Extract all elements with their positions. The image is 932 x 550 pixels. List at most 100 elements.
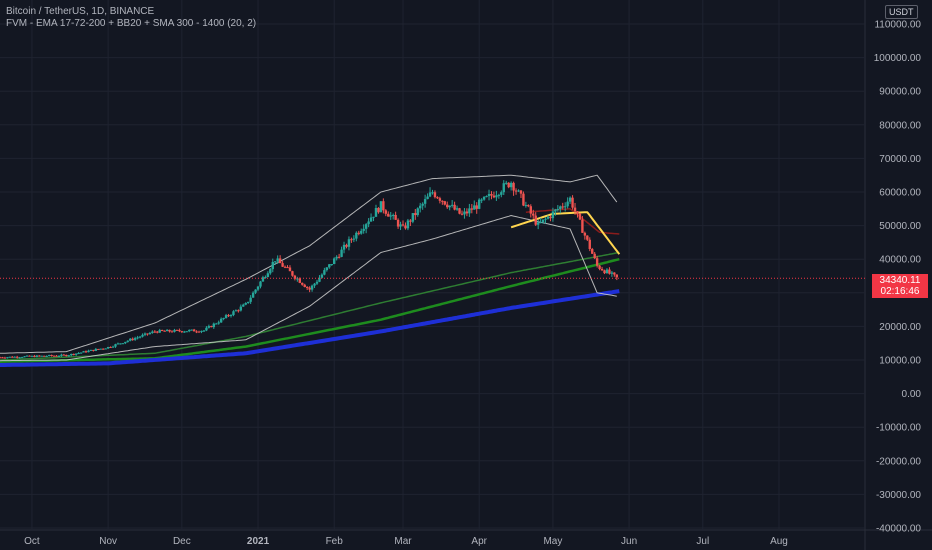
candle-body: [480, 199, 483, 201]
candle-body: [178, 330, 181, 332]
candle-body: [549, 216, 552, 219]
y-tick-label: 110000.00: [874, 20, 921, 31]
candle-body: [301, 282, 304, 285]
candle-body: [399, 224, 402, 227]
candle-body: [455, 208, 459, 210]
candle-body: [315, 281, 319, 284]
candle-body: [239, 306, 243, 311]
candle-body: [583, 232, 587, 236]
candle-body: [207, 326, 211, 328]
candle-body: [278, 258, 282, 264]
candle-body: [350, 239, 353, 241]
candle-body: [438, 198, 442, 201]
candle-body: [116, 343, 120, 345]
candle-body: [40, 355, 43, 357]
candle-body: [431, 192, 434, 194]
candle-body: [269, 269, 272, 274]
sma300-line: [0, 257, 620, 363]
candle-body: [291, 271, 294, 276]
candle-body: [232, 311, 235, 316]
candle-body: [340, 249, 343, 257]
candle-body: [38, 355, 41, 357]
candle-body: [50, 355, 53, 357]
candle-body: [355, 232, 358, 239]
candle-body: [259, 281, 262, 287]
candle-body: [160, 329, 164, 331]
candle-body: [28, 355, 31, 357]
candle-body: [394, 214, 397, 220]
x-tick-label: 2021: [247, 536, 270, 547]
bollinger-upper-line: [0, 174, 618, 354]
candle-body: [345, 244, 348, 247]
last-price-tag: 34340.11 02:16:46: [872, 274, 928, 298]
candle-body: [360, 230, 363, 234]
candle-body: [581, 219, 584, 233]
candle-body: [158, 329, 161, 333]
candle-body: [512, 182, 515, 191]
candle-body: [588, 239, 591, 249]
candle-body: [426, 196, 429, 200]
last-price-value: 34340.11: [879, 275, 921, 286]
candle-body: [389, 215, 392, 217]
candle-body: [215, 323, 218, 325]
candle-body: [554, 209, 557, 212]
candle-body: [419, 205, 422, 209]
candle-body: [497, 194, 501, 196]
candle-body: [180, 331, 184, 333]
candle-body: [421, 203, 424, 206]
candle-body: [507, 182, 510, 188]
candle-body: [416, 208, 419, 216]
candle-body: [534, 215, 537, 225]
candle-body: [102, 348, 105, 350]
candle-body: [591, 248, 594, 254]
candle-body: [212, 323, 215, 328]
bollinger-lower-line: [0, 215, 617, 362]
candle-body: [347, 239, 351, 247]
symbol-title[interactable]: Bitcoin / TetherUS, 1D, BINANCE: [6, 6, 155, 17]
candle-body: [333, 258, 336, 265]
candle-body: [281, 263, 284, 267]
candle-body: [261, 277, 265, 282]
candle-body: [146, 333, 149, 335]
candle-body: [156, 331, 159, 333]
ema200-line: [0, 251, 620, 361]
candle-body: [468, 208, 471, 214]
candle-body: [264, 277, 267, 279]
candle-body: [310, 285, 314, 290]
candle-body: [532, 213, 535, 216]
y-tick-label: 70000.00: [879, 154, 921, 165]
candle-body: [320, 274, 324, 278]
candle-body: [3, 357, 7, 359]
candle-body: [126, 340, 129, 342]
candle-body: [202, 330, 206, 332]
candle-body: [173, 329, 176, 332]
candle-body: [436, 197, 439, 199]
candle-body: [60, 354, 63, 356]
currency-badge[interactable]: USDT: [885, 5, 918, 19]
candle-body: [114, 344, 117, 347]
candle-body: [129, 338, 132, 341]
candle-body: [377, 208, 380, 213]
candle-body: [613, 272, 616, 275]
candle-body: [286, 267, 289, 269]
candle-body: [325, 267, 329, 271]
candle-body: [487, 193, 491, 197]
candle-body: [603, 270, 606, 274]
candle-body: [566, 201, 569, 207]
candle-body: [74, 353, 78, 355]
indicator-title[interactable]: FVM - EMA 17-72-200 + BB20 + SMA 300 - 1…: [6, 18, 257, 29]
candle-body: [514, 190, 518, 192]
candle-body: [168, 329, 171, 332]
candle-body: [576, 211, 579, 214]
y-tick-label: -40000.00: [876, 524, 921, 535]
candle-body: [0, 357, 2, 359]
candle-body: [556, 209, 560, 211]
candle-body: [527, 205, 530, 207]
candle-body: [136, 337, 139, 339]
candle-body: [121, 343, 125, 345]
time-axis[interactable]: Oct Nov Dec 2021 Feb Mar Apr May Jun Jul Aug: [24, 536, 788, 547]
candle-body: [45, 356, 48, 358]
candle-body: [11, 356, 14, 358]
